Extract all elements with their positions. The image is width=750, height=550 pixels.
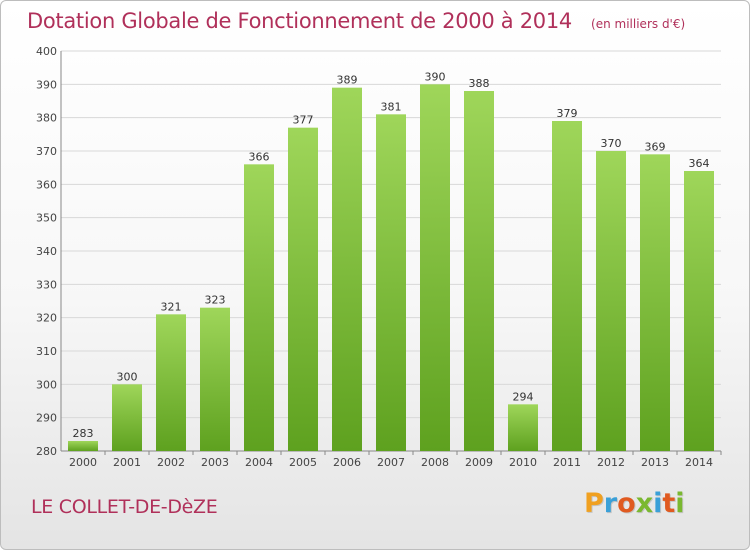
bar [200, 307, 230, 451]
bar [684, 171, 714, 451]
y-tick-label: 380 [36, 112, 57, 125]
y-tick-label: 360 [36, 178, 57, 191]
x-tick-label: 2013 [641, 456, 669, 469]
logo-letter: o [617, 488, 636, 519]
x-tick-label: 2003 [201, 456, 229, 469]
data-label: 369 [645, 140, 666, 153]
x-tick-label: 2008 [421, 456, 449, 469]
y-tick-label: 340 [36, 245, 57, 258]
bar [68, 441, 98, 451]
data-label: 390 [425, 70, 446, 83]
y-tick-label: 390 [36, 78, 57, 91]
bar [420, 84, 450, 451]
bar [640, 154, 670, 452]
bar [464, 91, 494, 451]
logo-letter: t [662, 488, 676, 519]
data-label: 370 [601, 137, 622, 150]
logo-letter: r [603, 488, 618, 519]
y-tick-label: 290 [36, 412, 57, 425]
bar [596, 151, 626, 451]
x-tick-label: 2014 [685, 456, 713, 469]
x-tick-label: 2002 [157, 456, 185, 469]
data-label: 364 [689, 157, 710, 170]
y-tick-label: 400 [36, 45, 57, 58]
logo-letter: i [675, 488, 685, 519]
data-label: 379 [557, 107, 578, 120]
y-tick-label: 280 [36, 445, 57, 458]
y-tick-label: 330 [36, 278, 57, 291]
labels: 280 290 300 310 320 330 340 350 360 370 380 390 400 2… [36, 45, 713, 469]
x-tick-label: 2011 [553, 456, 581, 469]
bars [68, 84, 714, 452]
data-label: 300 [117, 370, 138, 383]
x-tick-label: 2006 [333, 456, 361, 469]
x-tick-label: 2007 [377, 456, 405, 469]
bar [508, 404, 538, 451]
bar [112, 384, 142, 451]
data-label: 388 [469, 77, 490, 90]
x-tick-label: 2010 [509, 456, 537, 469]
logo-letter: x [635, 488, 654, 519]
x-tick-label: 2009 [465, 456, 493, 469]
logo-letter: P [584, 488, 604, 519]
bar [376, 114, 406, 451]
x-tick-label: 2012 [597, 456, 625, 469]
x-tick-label: 2005 [289, 456, 317, 469]
x-tick-label: 2001 [113, 456, 141, 469]
bar [552, 121, 582, 451]
bar [244, 164, 274, 452]
data-label: 389 [337, 74, 358, 87]
bar [332, 87, 362, 452]
chart-unit: (en milliers d'€) [591, 17, 686, 31]
y-tick-label: 370 [36, 145, 57, 158]
proxiti-logo: Proxiti [584, 488, 685, 519]
y-tick-label: 350 [36, 212, 57, 225]
bar [288, 127, 318, 452]
data-label: 381 [381, 100, 402, 113]
data-label: 323 [205, 294, 226, 307]
x-tick-label: 2000 [69, 456, 97, 469]
title-block: Dotation Globale de Fonctionnement de 20… [27, 9, 685, 33]
y-tick-label: 300 [36, 378, 57, 391]
data-label: 294 [513, 390, 534, 403]
data-label: 283 [73, 427, 94, 440]
chart-title: Dotation Globale de Fonctionnement de 20… [27, 9, 572, 33]
data-label: 366 [249, 150, 270, 163]
y-tick-label: 310 [36, 345, 57, 358]
logo-letter: i [653, 488, 663, 519]
bar [156, 314, 186, 451]
commune-name: LE COLLET-DE-DèZE [31, 496, 218, 518]
y-tick-label: 320 [36, 312, 57, 325]
x-tick-label: 2004 [245, 456, 273, 469]
data-label: 377 [293, 114, 314, 127]
data-label: 321 [161, 300, 182, 313]
